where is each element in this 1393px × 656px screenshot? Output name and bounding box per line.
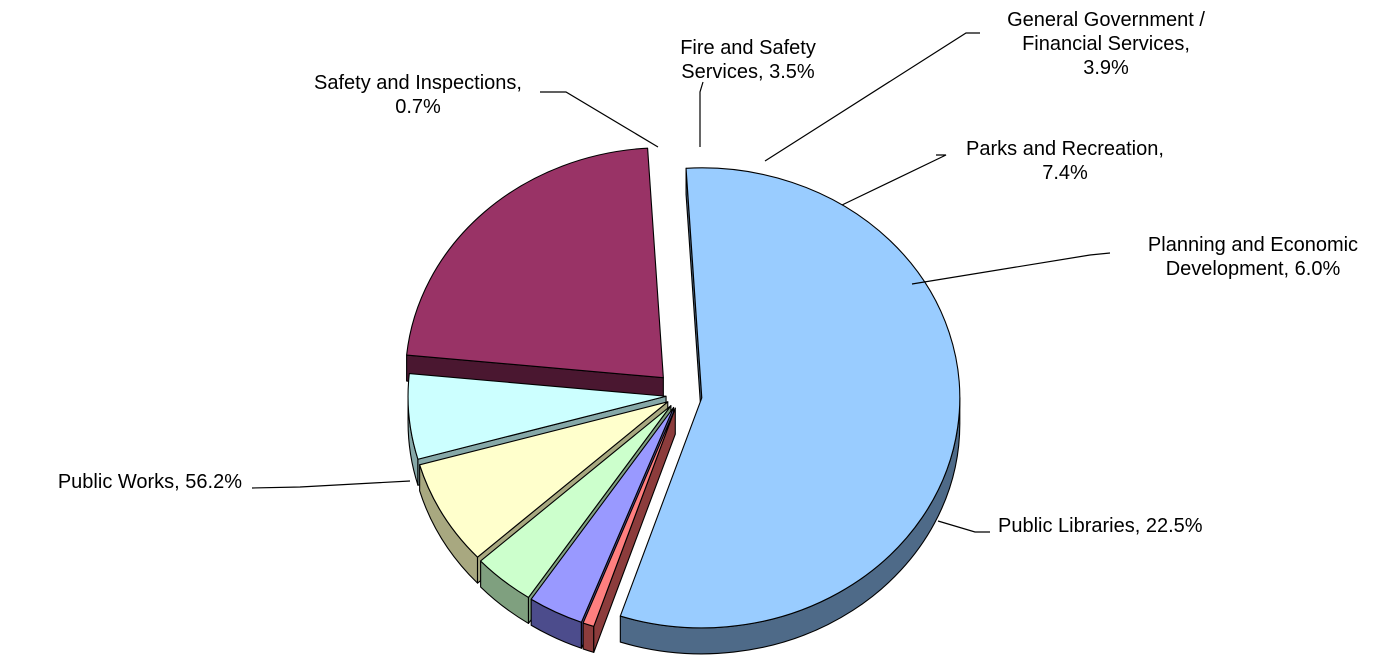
data-label-line: Services, 3.5% bbox=[681, 61, 815, 83]
leader-lines bbox=[251, 32, 1111, 533]
leader-line-1 bbox=[540, 91, 659, 148]
data-label-line: Public Libraries, 22.5% bbox=[998, 515, 1203, 537]
pie-slice-general-government-financial-services bbox=[480, 405, 672, 598]
data-label-5: Planning and Economic Development, 6.0% bbox=[1148, 234, 1358, 280]
pie-slice-fire-and-safety-services bbox=[530, 406, 675, 623]
leader-line-3 bbox=[764, 32, 980, 162]
leader-line-5 bbox=[911, 252, 1111, 285]
pie-slice-parks-and-recreation bbox=[419, 401, 669, 558]
pie-slice-tops bbox=[406, 147, 961, 629]
data-label-2: Fire and Safety Services, 3.5% bbox=[680, 37, 816, 83]
data-label-line: General Government / bbox=[1007, 9, 1205, 31]
pie-slice-public-works bbox=[619, 167, 961, 629]
data-label-3: General Government / Financial Services, 3… bbox=[1007, 9, 1205, 79]
data-label-line: 3.9% bbox=[1083, 57, 1129, 79]
data-label-line: Parks and Recreation, bbox=[966, 138, 1164, 160]
pie-slice-side-1 bbox=[582, 622, 595, 653]
data-label-line: 0.7% bbox=[395, 96, 441, 118]
data-label-0: Public Works, 56.2% bbox=[58, 471, 242, 493]
data-labels: Public Works, 56.2% Safety and Inspection… bbox=[58, 9, 1358, 537]
leader-line-6 bbox=[937, 520, 990, 533]
pie-slice-public-libraries bbox=[406, 147, 664, 379]
leader-line-2 bbox=[699, 81, 704, 147]
data-label-line: Public Works, 56.2% bbox=[58, 471, 242, 493]
data-label-line: Fire and Safety bbox=[680, 37, 816, 59]
pie-slice-planning-and-economic-development bbox=[407, 373, 667, 460]
data-label-4: Parks and Recreation, 7.4% bbox=[966, 138, 1164, 184]
data-label-1: Safety and Inspections, 0.7% bbox=[314, 72, 522, 118]
leader-line-0 bbox=[251, 480, 411, 489]
data-label-line: Safety and Inspections, bbox=[314, 72, 522, 94]
pie-slice-safety-and-inspections bbox=[582, 407, 676, 627]
data-label-6: Public Libraries, 22.5% bbox=[998, 515, 1203, 537]
data-label-line: Planning and Economic bbox=[1148, 234, 1358, 256]
data-label-line: Development, 6.0% bbox=[1166, 258, 1341, 280]
data-label-line: 7.4% bbox=[1042, 162, 1088, 184]
leader-line-4 bbox=[841, 154, 947, 206]
data-label-line: Financial Services, bbox=[1022, 33, 1190, 55]
